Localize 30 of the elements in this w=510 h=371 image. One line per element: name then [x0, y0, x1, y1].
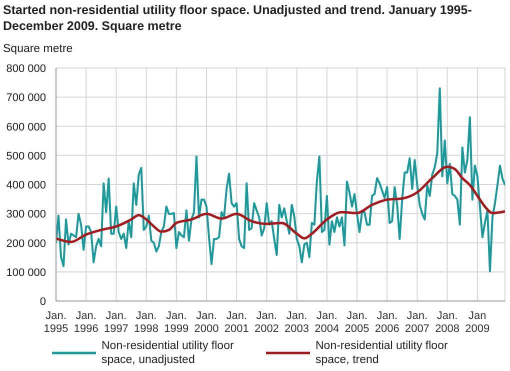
- y-tick-label: 600 000: [6, 121, 46, 134]
- x-tick-label: Jan. 1997: [104, 310, 128, 335]
- x-tick-label: Jan. 1996: [74, 310, 98, 335]
- y-tick-label: 800 000: [6, 63, 46, 75]
- x-tick-label: Jan. 2002: [254, 310, 279, 335]
- y-tick-label: 700 000: [6, 92, 46, 104]
- y-axis-title: Square metre: [3, 43, 73, 55]
- x-tick-label: Jan 2009: [465, 310, 490, 335]
- x-tick-label: Jan. 2004: [314, 310, 340, 335]
- x-tick-label: Jan. 2007: [404, 310, 430, 335]
- x-tick-label: Jan. 2005: [344, 310, 370, 335]
- x-tick-label: Jan. 1998: [134, 310, 159, 335]
- y-tick-label: 500 000: [6, 150, 46, 162]
- y-tick-label: 300 000: [6, 208, 46, 221]
- y-tick-label: 200 000: [6, 238, 46, 250]
- x-tick-label: Jan. 1999: [164, 310, 189, 335]
- x-tick-label: Jan. 1995: [44, 310, 68, 335]
- line-series: [56, 87, 505, 272]
- x-tick-label: Jan. 2000: [194, 310, 219, 335]
- chart-title: Started non-residential utility floor space. Unadjusted and trend. January 1995-December 2009. Square metre: [3, 2, 473, 34]
- y-tick-label: 100 000: [6, 266, 46, 279]
- y-tick-label: 400 000: [6, 180, 46, 192]
- legend-label: Non-residential utility floor space, trend: [316, 339, 449, 367]
- x-tick-label: Jan. 2001: [224, 310, 249, 335]
- x-tick-label: Jan. 2003: [284, 310, 310, 335]
- legend-label: Non-residential utility floor space, unadjusted: [102, 339, 235, 367]
- y-tick-label: 0: [40, 296, 46, 308]
- x-tick-label: Jan. 2006: [374, 310, 400, 335]
- x-tick-label: Jan. 2008: [435, 310, 460, 335]
- line-series: [56, 165, 505, 244]
